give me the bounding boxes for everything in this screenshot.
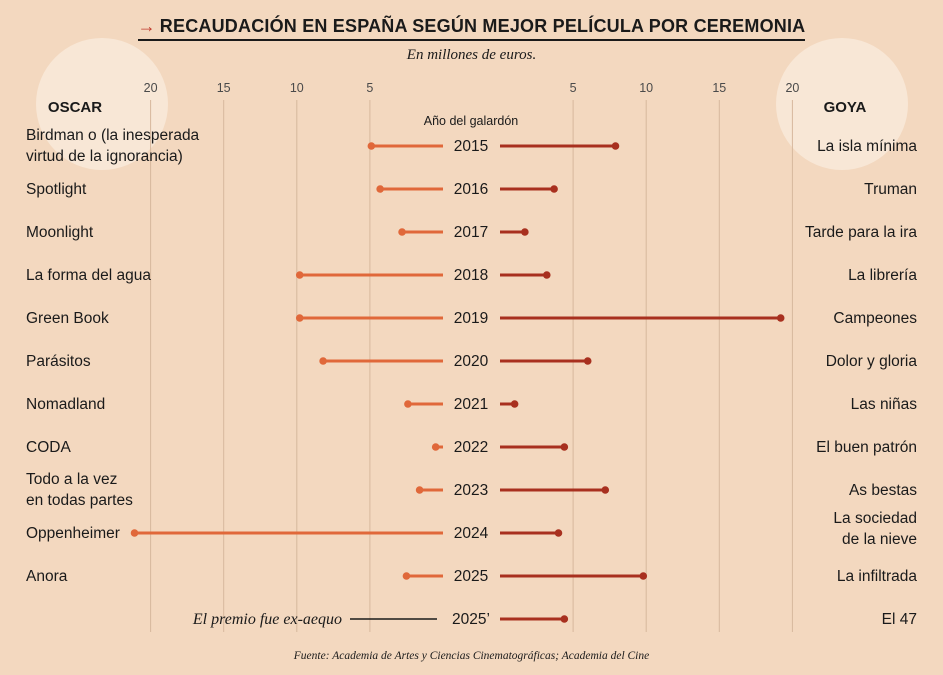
chart-title-text: RECAUDACIÓN EN ESPAÑA SEGÚN MEJOR PELÍCU… [159, 16, 806, 36]
year-label: 2025’ [452, 611, 490, 628]
goya-point [510, 400, 519, 408]
tick-label-oscar: 20 [144, 81, 158, 95]
goya-film-label: El 47 [882, 611, 917, 628]
goya-film-label: La isla mínima [817, 138, 917, 155]
goya-film-label: La librería [848, 267, 917, 284]
goya-heading-circle [776, 38, 908, 170]
goya-film-label: Tarde para la ira [805, 224, 917, 241]
oscar-point [376, 185, 384, 193]
goya-film-label: La sociedad [833, 510, 917, 527]
goya-heading: GOYA [824, 99, 867, 116]
oscar-film-label: Moonlight [26, 224, 94, 241]
oscar-point [130, 529, 139, 537]
oscar-point [402, 572, 411, 580]
oscar-film-label: Anora [26, 568, 68, 585]
oscar-film-label: Parásitos [26, 353, 91, 370]
year-label: 2024 [454, 525, 489, 542]
goya-film-label: Truman [864, 181, 917, 198]
tick-label-goya: 20 [785, 81, 799, 95]
oscar-point [319, 357, 327, 365]
oscar-film-label: CODA [26, 439, 71, 456]
oscar-film-label: Nomadland [26, 396, 105, 413]
year-label: 2022 [454, 439, 488, 456]
oscar-film-label: virtud de la ignorancia) [26, 148, 183, 165]
chart-marks [130, 142, 785, 623]
column-headings: OSCAR GOYA Año del galardón [48, 99, 867, 128]
goya-film-label: El buen patrón [816, 439, 917, 456]
source-note: Fuente: Academia de Artes y Ciencias Cin… [293, 650, 650, 662]
arrow-icon: → [137, 16, 156, 36]
goya-film-label: Campeones [833, 310, 917, 327]
goya-point [776, 314, 785, 322]
oscar-heading-circle [36, 38, 168, 170]
ex-aequo-note: El premio fue ex-aequo [192, 611, 342, 628]
year-label: 2023 [454, 482, 488, 499]
axis-ticks: 20 15 10 5 5 10 15 20 [144, 81, 800, 95]
year-label: 2025 [454, 568, 488, 585]
goya-point [560, 443, 569, 451]
goya-point [583, 357, 592, 365]
year-label: 2016 [454, 181, 488, 198]
goya-point [521, 228, 529, 236]
tick-label-oscar: 15 [217, 81, 231, 95]
goya-point [550, 185, 558, 193]
goya-film-label: La infiltrada [837, 568, 918, 585]
oscar-point [295, 271, 304, 279]
year-label: 2020 [454, 353, 489, 370]
year-label: 2017 [454, 224, 488, 241]
chart-title: → RECAUDACIÓN EN ESPAÑA SEGÚN MEJOR PELÍC… [0, 16, 943, 41]
gridlines [150, 100, 793, 632]
oscar-point [367, 142, 376, 150]
oscar-film-label: Todo a la vez [26, 471, 117, 488]
oscar-point [295, 314, 304, 322]
year-label: 2021 [454, 396, 488, 413]
oscar-point [404, 400, 412, 408]
oscar-film-label: Oppenheimer [26, 525, 120, 542]
oscar-point [398, 228, 406, 236]
goya-point [554, 529, 563, 537]
year-label: 2018 [454, 267, 488, 284]
oscar-point [431, 443, 440, 451]
goya-film-label: de la nieve [842, 531, 917, 548]
goya-point [639, 572, 648, 580]
goya-film-label: Las niñas [851, 396, 918, 413]
oscar-film-label: Birdman o (la inesperada [26, 127, 200, 144]
goya-point [611, 142, 620, 150]
oscar-film-label: Green Book [26, 310, 109, 327]
goya-film-label: As bestas [849, 482, 917, 499]
year-column-heading: Año del galardón [424, 114, 519, 128]
background-decor [36, 38, 908, 170]
tick-label-goya: 5 [570, 81, 577, 95]
year-label: 2015 [454, 138, 488, 155]
chart-subtitle: En millones de euros. [406, 47, 537, 63]
tick-label-oscar: 10 [290, 81, 304, 95]
tick-label-goya: 15 [712, 81, 726, 95]
tick-label-goya: 10 [639, 81, 653, 95]
goya-point [542, 271, 551, 279]
goya-point [601, 486, 610, 494]
oscar-film-label: La forma del agua [26, 267, 151, 284]
goya-film-label: Dolor y gloria [826, 353, 918, 370]
oscar-film-label: en todas partes [26, 492, 133, 509]
oscar-film-label: Spotlight [26, 181, 87, 198]
goya-point [560, 615, 569, 623]
oscar-point [415, 486, 424, 494]
tick-label-oscar: 5 [366, 81, 373, 95]
year-label: 2019 [454, 310, 488, 327]
row-labels: 2015 Birdman o (la inesperada virtud de la… [26, 127, 917, 628]
oscar-heading: OSCAR [48, 99, 102, 116]
